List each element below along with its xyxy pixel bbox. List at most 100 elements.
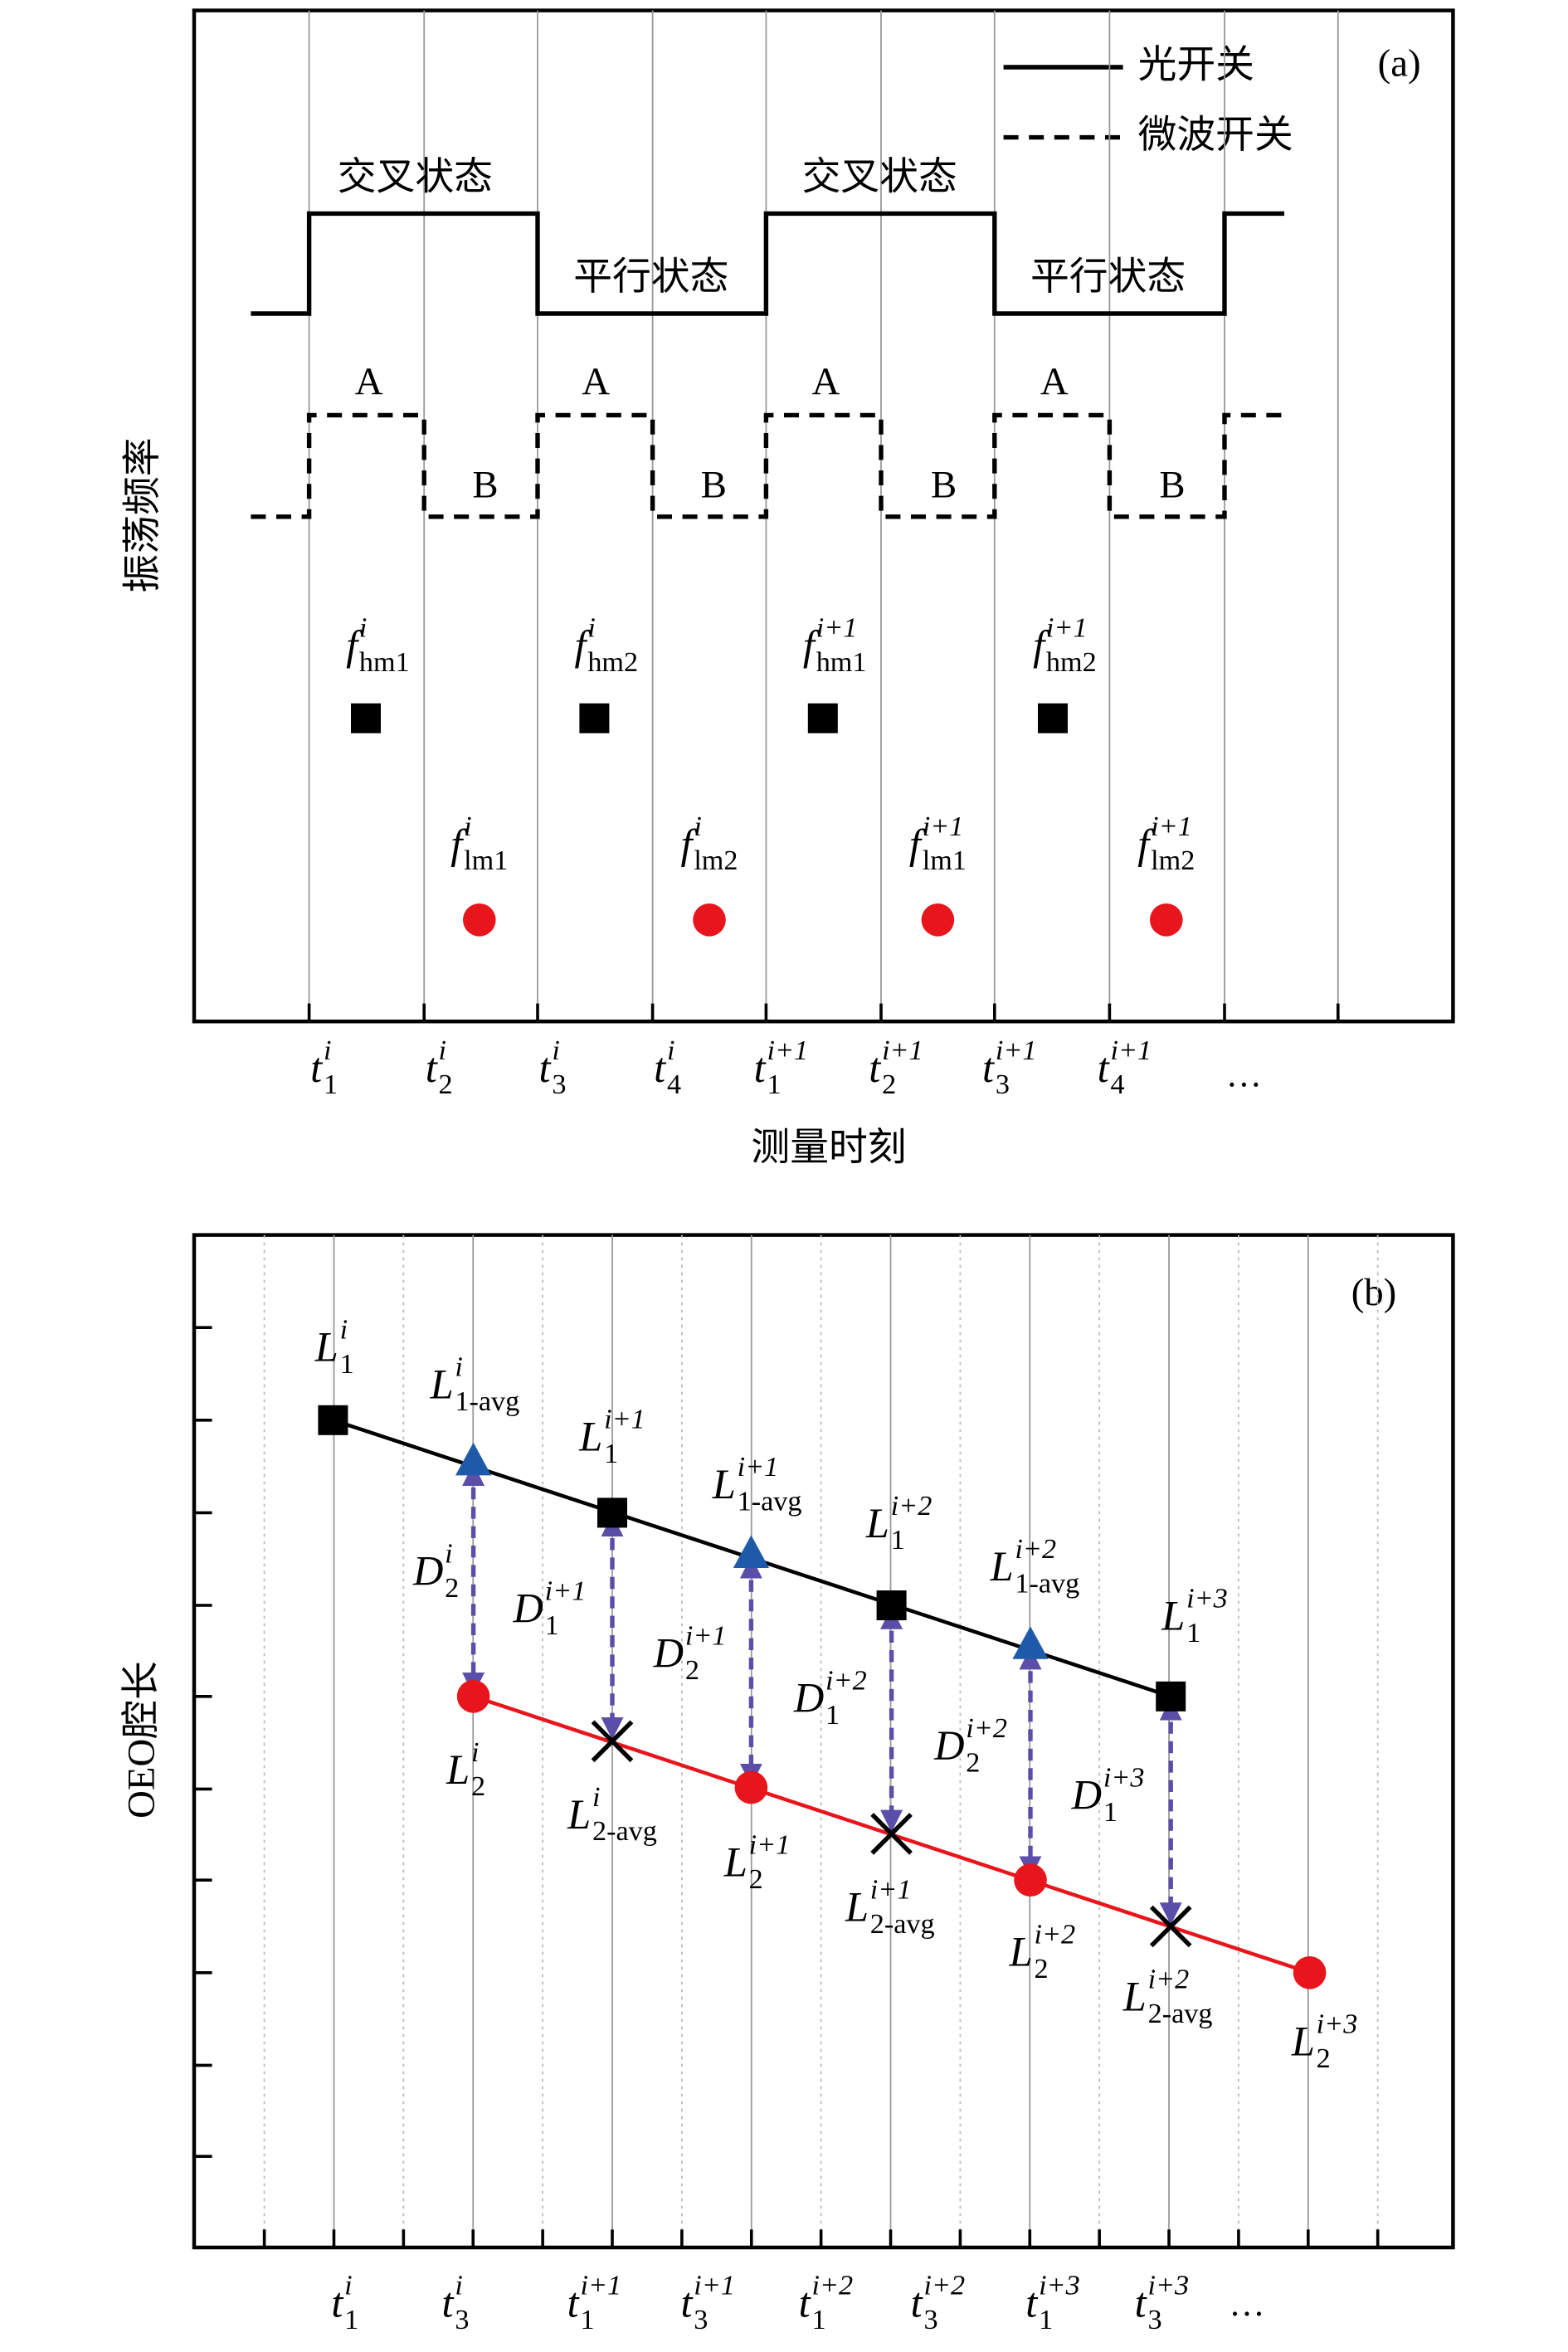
label-sup: i+1	[1046, 612, 1088, 643]
label-base: L	[446, 1746, 470, 1793]
l2-marker	[734, 1770, 768, 1804]
label-sub: 2	[685, 1655, 699, 1686]
label-sup: i	[552, 1035, 560, 1066]
mw-state-label: A	[812, 360, 840, 403]
label-sub: hm2	[1046, 647, 1097, 678]
mw-state-label: A	[355, 360, 383, 403]
mw-state-label: B	[1159, 463, 1185, 506]
label-sub: 3	[552, 1069, 566, 1100]
l1-marker	[1156, 1681, 1186, 1712]
y-axis-label: OEO腔长	[119, 1661, 163, 1819]
label-sub: 1	[1186, 1618, 1200, 1648]
label-sub: 3	[923, 2305, 937, 2335]
label-sub: lm1	[923, 845, 967, 876]
label-sup: i+1	[738, 1452, 779, 1483]
label-sub: 1	[344, 2305, 358, 2335]
legend-label: 光开关	[1138, 43, 1254, 88]
label-sub: 2	[966, 1747, 980, 1778]
label-base: L	[723, 1839, 747, 1886]
label-base: D	[412, 1548, 443, 1595]
label-base: t	[869, 1045, 882, 1091]
label-sub: 1-avg	[455, 1386, 519, 1417]
label-base: t	[539, 1045, 553, 1091]
label-sub: 3	[694, 2305, 708, 2335]
label-sup: i+1	[749, 1829, 791, 1860]
label-sup: i+1	[1110, 1035, 1152, 1066]
label-sub: hm1	[359, 647, 410, 678]
l2-marker	[1293, 1956, 1327, 1989]
label-sup: i+1	[767, 1035, 808, 1066]
panel-tag: (a)	[1378, 42, 1421, 85]
label-sub: 1	[1103, 1797, 1118, 1828]
label-base: L	[1161, 1593, 1185, 1639]
label-sup: i+1	[545, 1575, 587, 1606]
state-label: 平行状态	[1030, 255, 1186, 299]
label-sup: i+3	[1039, 2270, 1080, 2301]
mw-state-label: B	[472, 463, 498, 506]
label-base: t	[654, 1045, 667, 1091]
label-sub: 1-avg	[1015, 1568, 1079, 1599]
label-base: t	[982, 1045, 996, 1091]
label-sup: i+2	[1148, 1964, 1190, 1994]
label-sup: i+2	[811, 2270, 853, 2301]
label-sub: hm2	[587, 647, 638, 678]
mw-state-label: A	[582, 360, 610, 403]
label-sub: 1	[767, 1069, 781, 1100]
label-base: t	[1025, 2280, 1039, 2326]
label-sub: 1	[324, 1069, 338, 1100]
label-base: t	[567, 2280, 581, 2326]
mw-state-label: B	[701, 463, 727, 506]
label-sup: i+1	[923, 811, 964, 842]
l1-avg-marker	[733, 1535, 769, 1568]
label-sup: i+3	[1317, 2009, 1358, 2039]
label-sup: i	[455, 1351, 462, 1382]
mw-state-label: B	[931, 463, 957, 506]
label-base: D	[933, 1722, 964, 1769]
label-sup: i+1	[580, 2270, 621, 2301]
state-label: 交叉状态	[338, 155, 493, 200]
y-axis-label: 振荡频率	[120, 437, 165, 592]
label-base: t	[911, 2280, 924, 2326]
label-base: L	[578, 1414, 602, 1460]
label-base: D	[1071, 1772, 1102, 1819]
label-base: L	[865, 1500, 889, 1546]
state-label: 平行状态	[573, 255, 728, 299]
panel-tag: (b)	[1351, 1271, 1397, 1314]
microwave-switch-line	[251, 412, 1284, 519]
label-sub: 2	[439, 1069, 453, 1100]
label-sub: 1	[340, 1349, 354, 1380]
ellipsis: …	[1229, 2285, 1264, 2324]
state-label: 交叉状态	[802, 155, 957, 200]
label-sup: i+2	[891, 1491, 933, 1522]
l1-avg-marker	[455, 1442, 492, 1476]
label-sup: i+2	[966, 1713, 1007, 1744]
label-base: L	[1009, 1929, 1033, 1975]
label-sub: 1-avg	[738, 1486, 802, 1517]
label-sup: i+1	[882, 1035, 923, 1066]
label-sup: i	[340, 1314, 348, 1345]
label-sup: i	[592, 1782, 601, 1813]
frame-b	[192, 1233, 1455, 2250]
label-base: D	[793, 1675, 824, 1721]
label-sub: 4	[667, 1069, 681, 1100]
label-base: t	[331, 2280, 344, 2326]
mw-state-label: A	[1040, 360, 1069, 403]
label-sub: 2	[471, 1771, 485, 1802]
label-sup: i	[464, 811, 472, 842]
frame-a	[192, 8, 1455, 1024]
label-sub: 4	[1110, 1069, 1124, 1100]
low-freq-marker	[693, 903, 726, 937]
label-sub: 3	[455, 2305, 469, 2335]
l2-avg-marker	[591, 1720, 634, 1763]
label-sub: 1	[604, 1439, 618, 1469]
label-sup: i+2	[923, 2270, 965, 2301]
label-sup: i	[359, 612, 367, 643]
label-sup: i	[439, 1035, 447, 1066]
label-base: D	[653, 1630, 684, 1677]
legend-label: 微波开关	[1138, 113, 1293, 158]
label-sub: 1	[825, 1700, 840, 1731]
label-sub: 3	[1147, 2305, 1161, 2335]
label-base: L	[430, 1361, 454, 1408]
label-base: L	[1291, 2018, 1315, 2065]
